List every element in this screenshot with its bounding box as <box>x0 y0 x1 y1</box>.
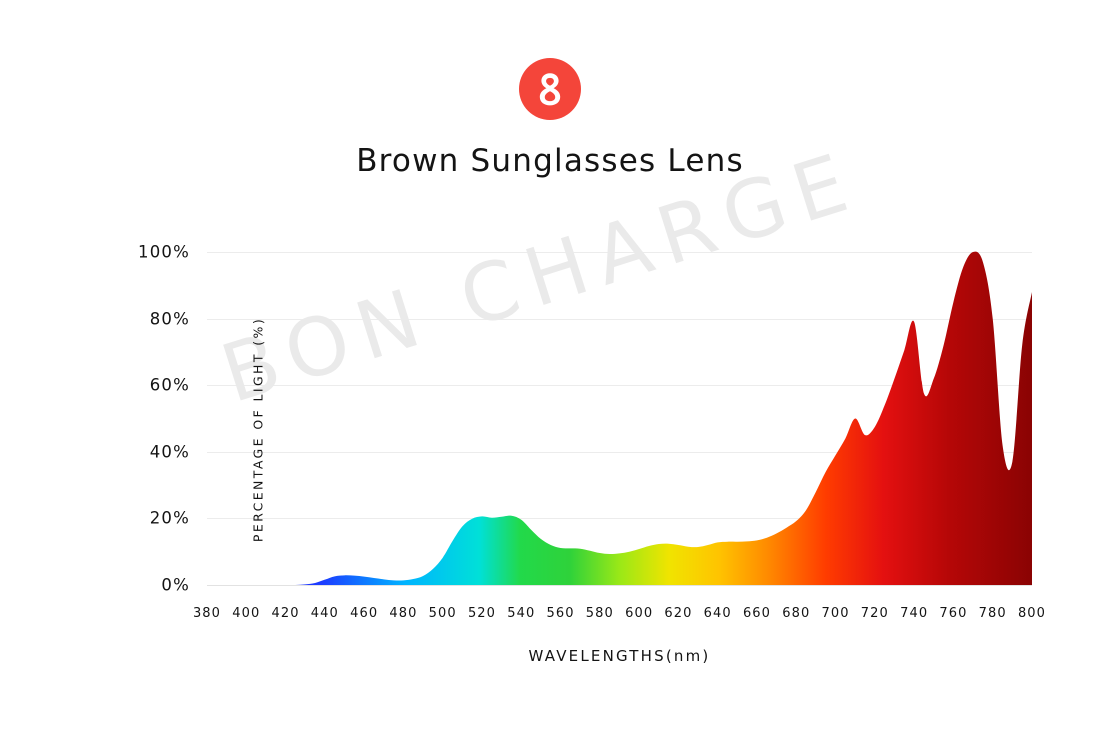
x-axis-tick-label: 520 <box>467 606 497 621</box>
x-axis-tick-label: 620 <box>664 606 693 621</box>
x-axis-tick-label: 400 <box>232 606 261 621</box>
x-axis-tick-label: 760 <box>939 606 968 621</box>
x-axis-tick-label: 740 <box>900 606 929 621</box>
x-axis-ticks: 380 400 420 440 460 480 500 520 540 560 580 600 620 6… <box>193 606 1045 626</box>
gridline <box>207 585 1032 586</box>
x-axis-tick-label: 500 <box>428 606 457 621</box>
y-axis-title: PERCENTAGE OF LIGHT (%) <box>250 316 266 543</box>
x-axis-tick-label: 800 <box>1017 606 1047 621</box>
gridline <box>207 318 1032 320</box>
gridline <box>207 451 1032 453</box>
y-axis-tick-label: 20% <box>149 508 190 528</box>
x-axis-tick-label: 540 <box>507 606 536 621</box>
brand-logo <box>0 58 1100 120</box>
x-axis-tick-label: 780 <box>978 606 1007 621</box>
x-axis-tick-label: 560 <box>546 606 575 621</box>
x-axis-tick-label: 680 <box>782 606 811 621</box>
x-axis-tick-label: 480 <box>389 606 418 621</box>
x-axis-tick-label: 460 <box>350 606 379 621</box>
spectrum-area-series <box>207 251 1032 586</box>
gridline <box>207 252 1032 253</box>
x-axis-tick-label: 660 <box>742 606 772 621</box>
gridlines <box>207 252 1032 586</box>
y-axis-tick-label: 60% <box>149 375 190 395</box>
y-axis-tick-label: 80% <box>149 309 190 329</box>
x-axis-tick-label: 720 <box>860 606 889 621</box>
y-axis-tick-label: 100% <box>138 242 190 262</box>
page-title: Brown Sunglasses Lens <box>356 143 744 179</box>
x-axis-title: WAVELENGTHS(nm) <box>528 647 711 665</box>
y-axis-tick-label: 40% <box>149 442 190 462</box>
bon-charge-infinity-logo-icon <box>519 58 581 120</box>
x-axis-tick-label: 640 <box>703 606 732 621</box>
x-axis-tick-label: 440 <box>310 606 339 621</box>
x-axis-tick-label: 580 <box>585 606 614 621</box>
y-axis-tick-label: 0% <box>161 575 190 595</box>
x-axis-tick-label: 600 <box>625 606 654 621</box>
gridline <box>207 385 1032 387</box>
chart-plot-area: BON CHARGE PERCENTAGE OF LIGHT (%) 0% 20%… <box>138 134 1045 665</box>
x-axis-tick-label: 700 <box>821 606 850 621</box>
gridline <box>207 518 1032 520</box>
x-axis-tick-label: 380 <box>192 606 222 621</box>
x-axis-tick-label: 420 <box>271 606 300 621</box>
